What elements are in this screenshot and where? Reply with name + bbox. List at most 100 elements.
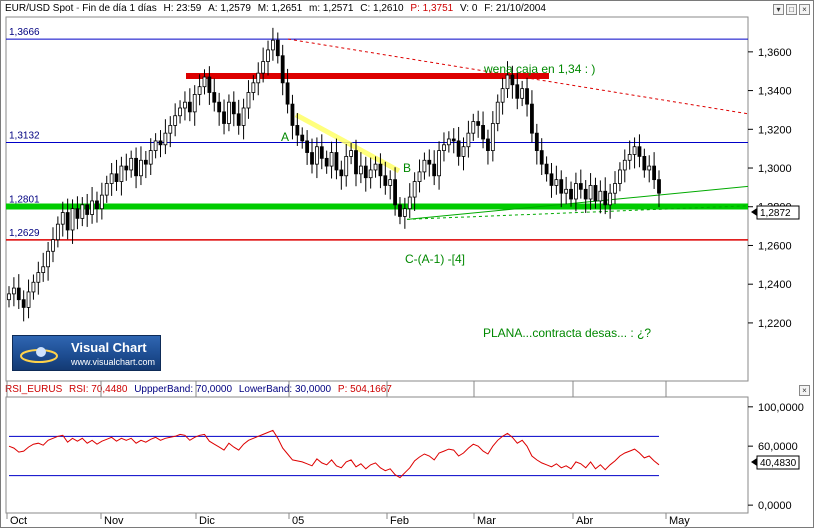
candle-body	[398, 204, 402, 217]
close-button[interactable]: ×	[799, 4, 810, 15]
candle-body	[388, 179, 393, 186]
candle-body	[456, 140, 461, 157]
point-a-label: A	[281, 130, 289, 144]
candle-body	[534, 132, 539, 151]
candle-body	[300, 134, 305, 142]
candle-body	[99, 194, 104, 210]
candle-body	[266, 49, 270, 62]
symbol-label: EUR/USD Spot	[5, 3, 74, 14]
time-value: H: 23:59	[163, 3, 202, 14]
candle-body	[554, 179, 559, 186]
candle-body	[217, 101, 222, 113]
volume-value: V: 0	[460, 3, 478, 14]
rsi-header: RSI_EURUS RSI: 70,4480 UppperBand: 70,00…	[5, 383, 392, 397]
candle-body	[613, 183, 617, 194]
price-tick-label: 1,2400	[758, 279, 792, 291]
candle-body	[75, 208, 80, 219]
candle-body	[515, 84, 520, 99]
candle-body	[637, 146, 642, 157]
close-value: C: 1,2610	[360, 3, 404, 14]
x-tick-label: Nov	[104, 515, 124, 527]
candle-body	[114, 173, 119, 182]
current-rsi-arrow	[751, 458, 757, 466]
candle-body	[236, 113, 241, 126]
logo-swoosh-icon	[20, 347, 58, 363]
candle-body	[471, 121, 476, 134]
candle-body	[476, 121, 481, 126]
candle-body	[593, 185, 598, 202]
candle-body	[632, 146, 637, 155]
candle-body	[70, 208, 75, 231]
candle-body	[329, 152, 334, 167]
candle-body	[618, 169, 622, 184]
candle-body	[451, 138, 456, 142]
candle-body	[495, 101, 500, 124]
ascending-trendline-dashed	[406, 205, 749, 220]
rsi-tick-label: 60,0000	[758, 441, 798, 453]
candle-body	[564, 188, 569, 194]
candle-body	[207, 76, 212, 93]
visual-chart-logo: Visual Chart www.visualchart.com	[12, 335, 161, 371]
candle-body	[124, 165, 129, 171]
x-tick-label: Feb	[390, 515, 409, 527]
candle-body	[442, 144, 446, 151]
candle-body	[544, 163, 549, 175]
candle-body	[95, 200, 99, 210]
high-value: M: 1,2651	[257, 3, 303, 14]
p-value: P: 1,3751	[410, 3, 454, 14]
candle-body	[7, 293, 11, 301]
candle-body	[21, 299, 26, 308]
candle-body	[241, 107, 246, 126]
candle-body	[212, 92, 217, 103]
candle-body	[310, 152, 314, 165]
candle-body	[363, 165, 368, 179]
candle-body	[231, 101, 236, 115]
candle-body	[358, 165, 363, 175]
candle-body	[481, 125, 485, 140]
maximize-button[interactable]: □	[786, 4, 797, 15]
candle-body	[657, 179, 661, 194]
candle-body	[41, 266, 46, 273]
candle-body	[148, 150, 153, 165]
candle-body	[334, 152, 339, 171]
level-label: 1,3666	[9, 27, 40, 38]
candle-body	[539, 150, 544, 165]
logo-url: www.visualchart.com	[71, 357, 156, 367]
candle-body	[500, 88, 505, 103]
candle-body	[109, 173, 114, 184]
price-tick-label: 1,2200	[758, 318, 792, 330]
minimize-button[interactable]: ▾	[773, 4, 784, 15]
price-tick-label: 1,3000	[758, 163, 792, 175]
candle-body	[627, 154, 632, 161]
candle-body	[55, 223, 60, 241]
candle-body	[530, 103, 534, 134]
candle-body	[134, 157, 138, 177]
candle-body	[520, 88, 525, 99]
candle-body	[119, 165, 124, 182]
candle-body	[525, 88, 529, 105]
rsi-close-button[interactable]: ×	[799, 385, 810, 396]
candle-body	[549, 173, 554, 186]
candle-body	[261, 61, 266, 74]
candle-body	[598, 190, 603, 202]
candle-body	[608, 192, 613, 206]
candle-body	[90, 200, 94, 215]
candle-body	[446, 138, 451, 146]
rsi-line	[8, 429, 660, 479]
candle-body	[437, 150, 441, 177]
candle-body	[192, 94, 197, 113]
candle-body	[559, 179, 564, 194]
candle-body	[11, 287, 16, 295]
candle-body	[143, 159, 148, 165]
candle-body	[354, 150, 358, 175]
rsi-tick-label: 0,0000	[758, 500, 792, 512]
current-rsi-label: 40,4830	[760, 458, 797, 469]
candle-body	[197, 86, 202, 95]
x-tick-label: Abr	[576, 515, 593, 527]
candle-body	[222, 111, 226, 124]
candle-body	[158, 140, 163, 146]
candle-body	[417, 171, 422, 182]
price-tick-label: 1,2600	[758, 240, 792, 252]
price-header: EUR/USD Spot - Fin de día 1 días H: 23:5…	[5, 3, 546, 14]
